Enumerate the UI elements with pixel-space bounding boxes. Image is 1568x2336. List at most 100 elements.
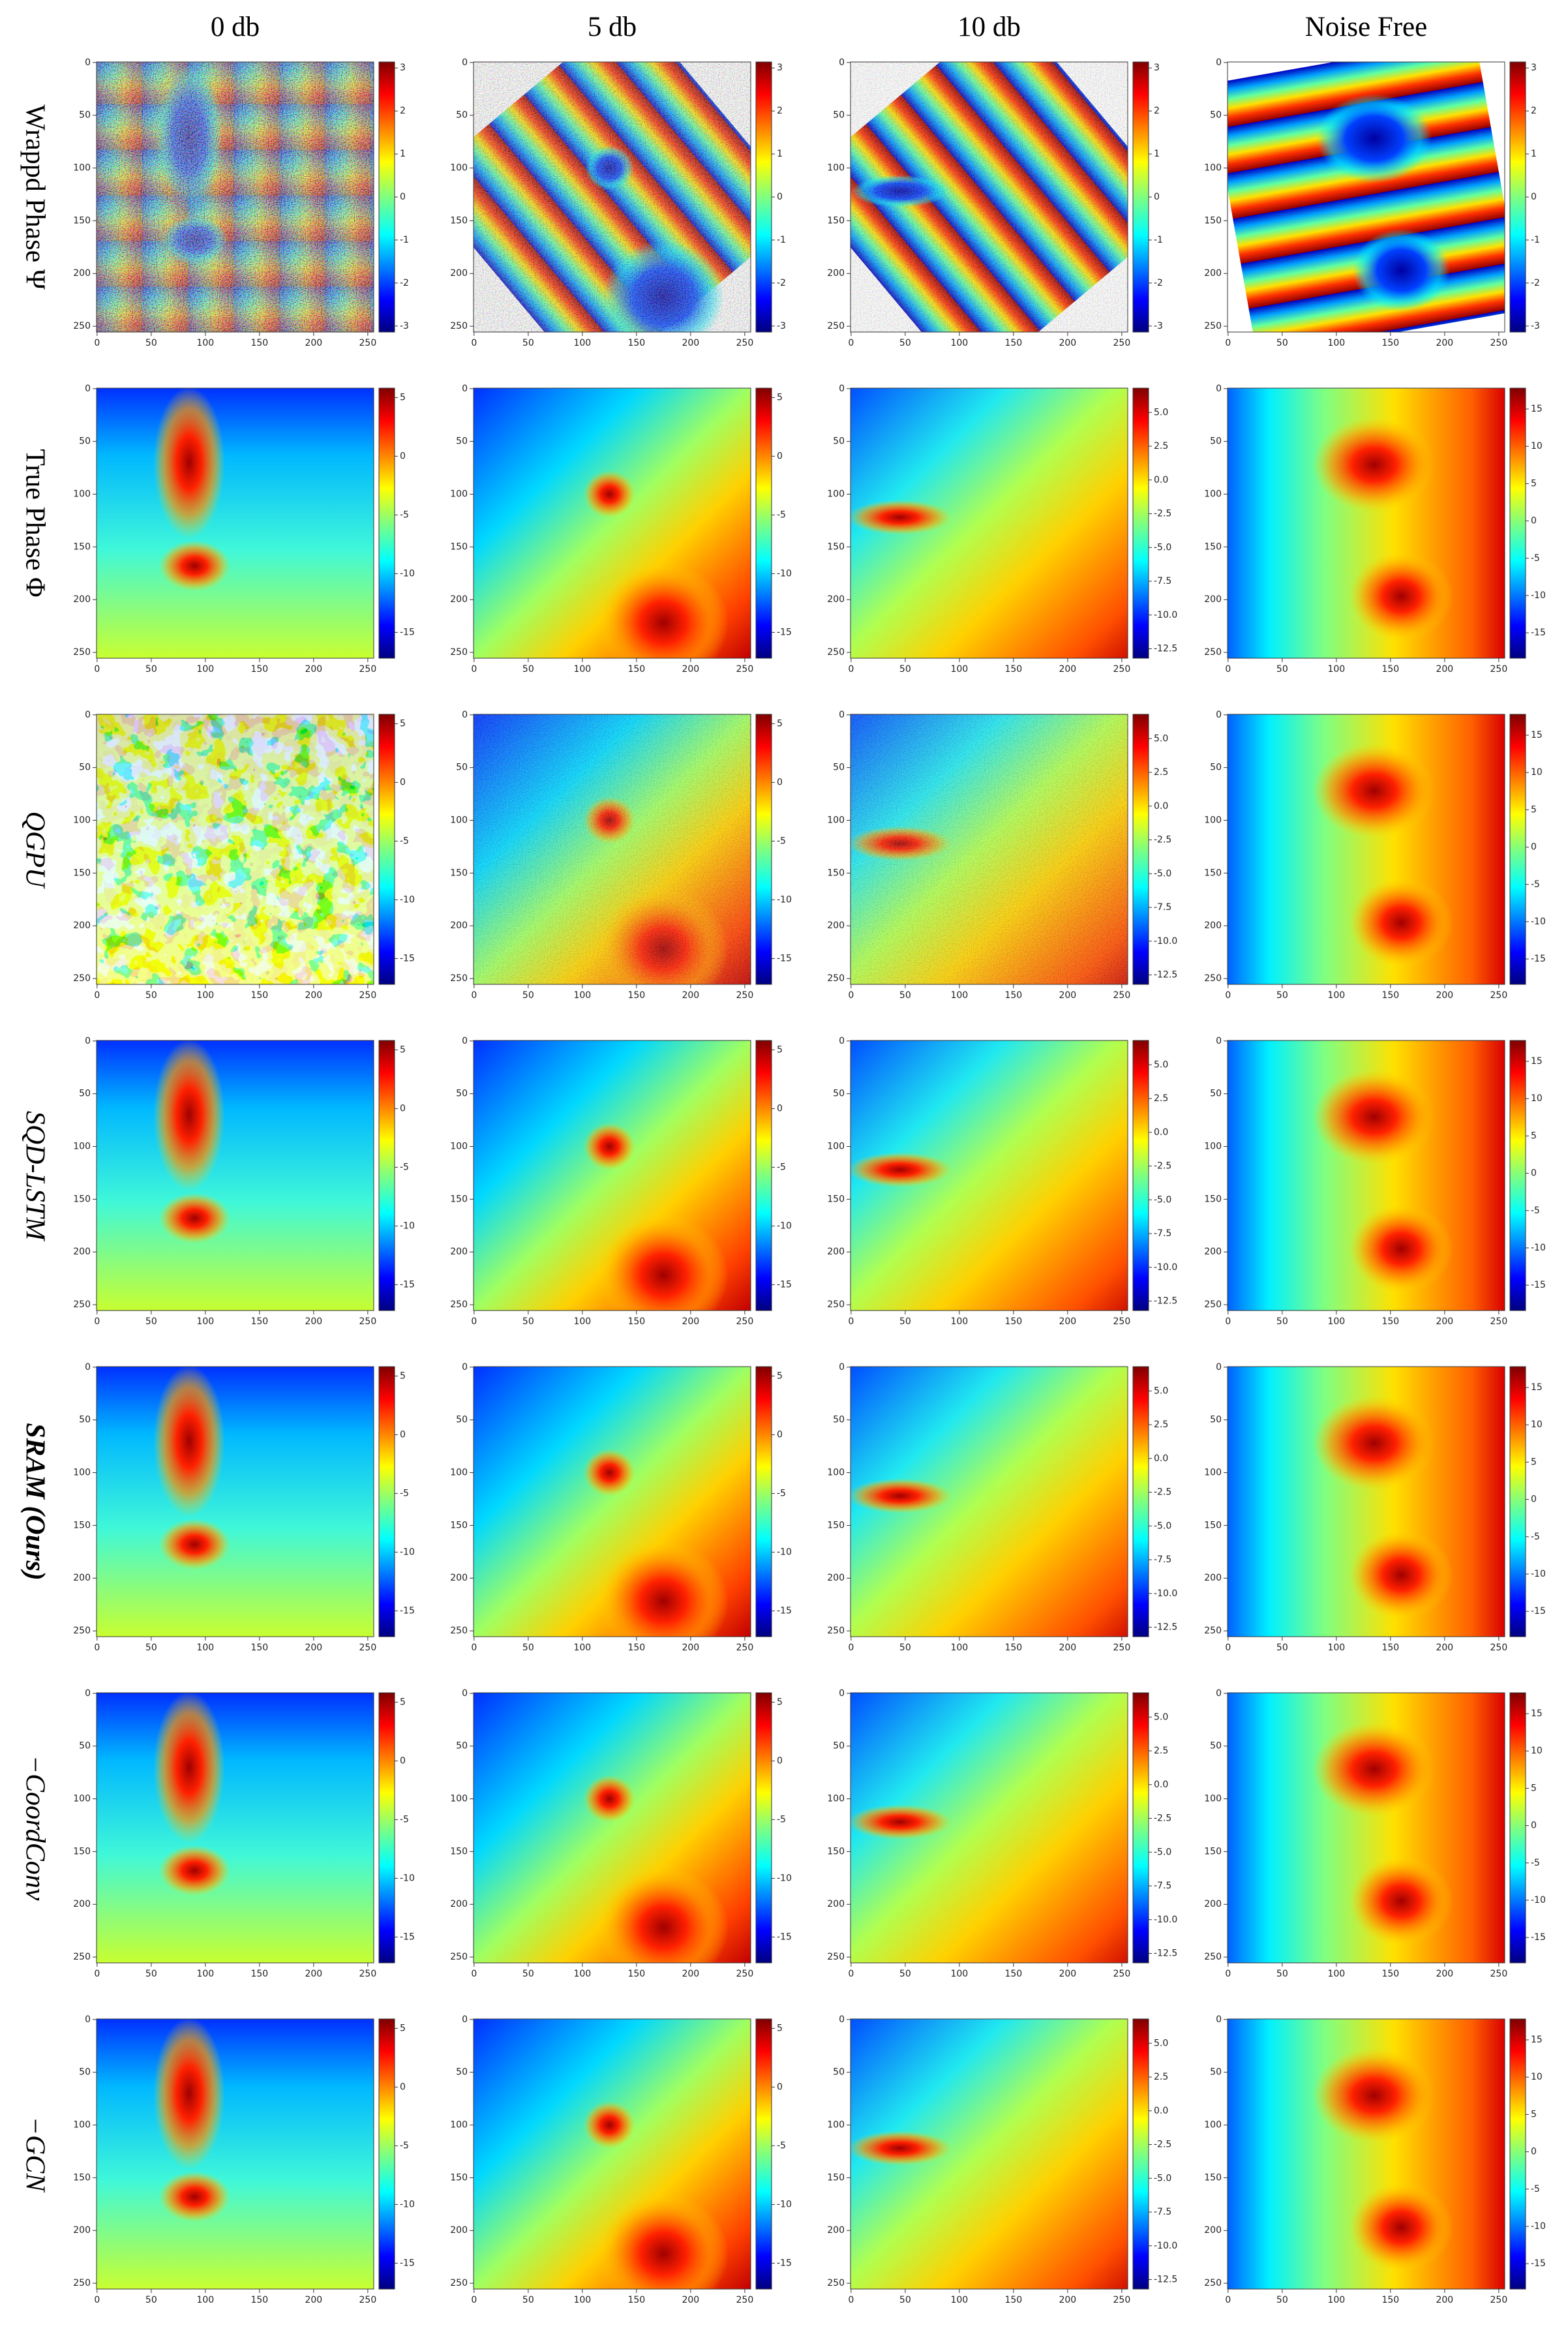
column-header: Noise Free — [1305, 12, 1427, 42]
colorbar-tick-label: 5 — [400, 1371, 406, 1381]
colorbar-tick-label: -12.5 — [1154, 970, 1177, 980]
plot-frame — [1227, 61, 1505, 333]
y-tick-label: 250 — [827, 321, 845, 331]
colorbar-tick-label: 5 — [777, 1697, 783, 1707]
heatmap-blob — [598, 1541, 729, 1637]
x-tick-label: 50 — [1276, 1969, 1288, 1979]
x-tick-label: 100 — [196, 1643, 214, 1653]
colorbar-tick-label: -3 — [777, 321, 786, 331]
colorbar-tick-label: -10 — [1531, 1895, 1546, 1905]
x-tick-label: 0 — [471, 1643, 477, 1653]
colorbar — [378, 1692, 395, 1964]
x-tick-label: 100 — [950, 1316, 968, 1327]
colorbar-tick-label: -5 — [777, 509, 786, 520]
colorbar-tick-label: 2 — [400, 106, 406, 116]
colorbar-tick-label: -3 — [1531, 321, 1540, 331]
colorbar-tick-label: 2 — [1531, 106, 1537, 116]
heatmap-fill — [97, 2019, 374, 2289]
colorbar-tick-label: 0.0 — [1154, 801, 1168, 812]
x-tick-label: 150 — [1004, 1969, 1022, 1979]
y-tick-label: 100 — [1204, 2120, 1222, 2131]
y-tick-label: 0 — [85, 384, 91, 394]
x-tick-label: 50 — [522, 664, 534, 675]
y-tick-label: 150 — [450, 1846, 468, 1857]
y-tick-label: 250 — [73, 1952, 91, 1962]
y-tick-label: 200 — [450, 268, 468, 279]
colorbar-tick-label: 15 — [1531, 1056, 1543, 1067]
y-tick-label: 100 — [827, 2120, 845, 2131]
x-tick-label: 0 — [848, 664, 854, 675]
colorbar-tick-label: 5.0 — [1154, 1059, 1168, 1070]
x-tick-label: 250 — [359, 338, 377, 348]
heatmap — [474, 714, 751, 984]
heatmap-noise — [97, 62, 374, 332]
colorbar-tick-label: -2 — [1154, 278, 1163, 288]
y-tick-label: 250 — [827, 1299, 845, 1310]
x-tick-label: 50 — [899, 2295, 911, 2305]
panel: 0 50 100 150 200 250050100150200250151050-5-1… — [1204, 1036, 1546, 1327]
x-tick-label: 0 — [1225, 338, 1231, 348]
y-tick-label: 100 — [1204, 815, 1222, 826]
colorbar — [1509, 61, 1526, 333]
x-tick-label: 150 — [627, 338, 645, 348]
colorbar-tick-label: 3 — [1531, 63, 1537, 73]
y-tick-label: 0 — [1216, 710, 1222, 720]
colorbar-tick-label: -5 — [1531, 1206, 1540, 1216]
colorbar-tick-label: -15 — [400, 953, 415, 963]
x-tick-label: 150 — [1004, 990, 1022, 1001]
y-tick-label: 200 — [1204, 594, 1222, 605]
plot-frame — [96, 1692, 374, 1964]
panel: 0 50 100 150 200 2500501001502002505.02.50.0-… — [827, 1688, 1177, 1979]
colorbar-tick-label: 5 — [777, 1044, 783, 1055]
x-tick-label: 250 — [1490, 1969, 1508, 1979]
colorbar — [1132, 714, 1149, 985]
x-tick-label: 250 — [1490, 990, 1508, 1001]
y-tick-label: 250 — [73, 1299, 91, 1310]
colorbar-tick-label: -10.0 — [1154, 610, 1177, 620]
y-tick-label: 100 — [450, 1142, 468, 1152]
x-tick-label: 100 — [1327, 2295, 1345, 2305]
y-tick-label: 0 — [85, 57, 91, 68]
heatmap-blob — [158, 1845, 231, 1896]
colorbar-tick-label: -5 — [777, 836, 786, 846]
x-tick-label: 50 — [899, 1969, 911, 1979]
heatmap-noise — [474, 714, 751, 984]
y-tick-label: 50 — [1210, 436, 1222, 447]
colorbar-tick-label: 0 — [400, 1429, 406, 1440]
plot-frame — [473, 2018, 751, 2290]
y-tick-label: 200 — [827, 2225, 845, 2236]
heatmap — [1228, 388, 1505, 658]
colorbar-tick-label: -5 — [1531, 879, 1540, 890]
y-tick-label: 200 — [1204, 1899, 1222, 1909]
x-tick-label: 150 — [1381, 664, 1399, 675]
x-tick-label: 50 — [522, 990, 534, 1001]
colorbar-tick-label: 15 — [1531, 2035, 1543, 2045]
colorbar-tick-label: 2.5 — [1154, 441, 1168, 451]
x-tick-label: 100 — [1327, 1316, 1345, 1327]
colorbar-tick-label: -5 — [400, 509, 409, 520]
y-tick-label: 200 — [1204, 1573, 1222, 1583]
x-tick-label: 50 — [1276, 2295, 1288, 2305]
plot-frame — [1227, 1692, 1505, 1964]
colorbar-tick-label: 0.0 — [1154, 1453, 1168, 1464]
y-tick-label: 50 — [1210, 1415, 1222, 1425]
x-tick-label: 0 — [94, 664, 100, 675]
heatmap — [474, 1040, 751, 1311]
x-tick-label: 100 — [573, 1316, 591, 1327]
y-tick-label: 50 — [456, 110, 468, 121]
x-tick-label: 200 — [682, 664, 699, 675]
colorbar-tick-label: -5.0 — [1154, 1847, 1171, 1857]
colorbar-tick-label: -5 — [400, 1814, 409, 1825]
colorbar — [1509, 1366, 1526, 1637]
colorbar-tick-label: -15 — [1531, 1932, 1546, 1943]
colorbar-tick-label: 0 — [777, 192, 783, 202]
x-tick-label: 100 — [950, 664, 968, 675]
colorbar-tick-label: 5 — [777, 718, 783, 729]
colorbar — [1509, 714, 1526, 985]
heatmap-blob — [153, 1040, 225, 1191]
colorbar-tick-label: 2 — [777, 106, 783, 116]
column-header: 5 db — [588, 12, 637, 42]
colorbar-tick-label: -7.5 — [1154, 1881, 1171, 1891]
